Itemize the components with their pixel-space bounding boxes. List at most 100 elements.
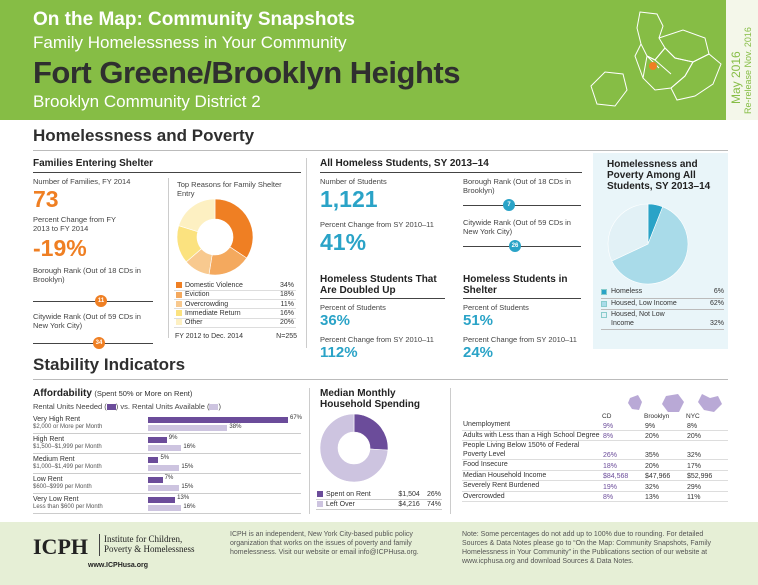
section-title-homelessness: Homelessness and Poverty bbox=[33, 126, 255, 145]
spending-label-text: Left Over bbox=[326, 501, 355, 508]
rent-category-label: Very High Rent bbox=[33, 416, 81, 423]
reason-slice-other bbox=[178, 198, 216, 233]
poverty-value: 6% bbox=[713, 288, 724, 295]
affordability-row: Low Rent $600–$999 per Month 7% 15% bbox=[33, 474, 301, 494]
students-num: 1,121 bbox=[320, 186, 378, 212]
available-value-label: 15% bbox=[181, 464, 194, 470]
series-title: On the Map: Community Snapshots bbox=[33, 9, 355, 30]
indicator-brooklyn-value: 35% bbox=[644, 440, 686, 460]
reasons-sample-size: N=255 bbox=[276, 333, 297, 340]
spending-label: Spent on Rent bbox=[316, 490, 390, 500]
poverty-slice-housed-low-income bbox=[611, 206, 689, 285]
reasons-footer: FY 2012 to Dec. 2014 N=255 bbox=[175, 333, 297, 340]
icph-logo: ICPH bbox=[33, 534, 88, 559]
reason-value: 18% bbox=[271, 290, 296, 301]
indicator-brooklyn-value: 20% bbox=[644, 459, 686, 471]
available-value-label: 16% bbox=[183, 444, 196, 450]
indicator-brooklyn-value: 9% bbox=[644, 420, 686, 431]
needed-bar bbox=[148, 497, 176, 503]
citywide-rank-marker: 34 bbox=[93, 337, 105, 349]
students-num-label: Number of Students bbox=[320, 177, 387, 186]
families-pct: -19% bbox=[33, 235, 87, 261]
reason-swatch bbox=[176, 310, 182, 317]
affordability-title: Affordability (Spent 50% or More on Rent… bbox=[33, 388, 192, 399]
affordability-row: Very High Rent $2,000 or More per Month 67… bbox=[33, 414, 302, 434]
sources-note: Note: Some percentages do not add up to … bbox=[462, 531, 712, 565]
rent-range-label: Less than $600 per Month bbox=[33, 504, 103, 510]
reason-swatch bbox=[176, 300, 182, 307]
topic-title: Family Homelessness in Your Community bbox=[33, 33, 347, 52]
indicator-cd-value: 19% bbox=[602, 480, 644, 492]
spending-amount: $1,504 bbox=[398, 491, 420, 498]
indicator-row: People Living Below 150% of Federal Pove… bbox=[462, 440, 728, 460]
spending-slice-spent-on-rent bbox=[353, 413, 389, 451]
reasons-table: Domestic Violence 34% Eviction 18% Overcrowd… bbox=[174, 281, 296, 329]
families-pct-label: Percent Change from FY 2013 to FY 2014 bbox=[33, 215, 116, 233]
reason-row: Eviction 18% bbox=[174, 290, 296, 301]
column-divider bbox=[168, 178, 169, 338]
reason-swatch bbox=[176, 282, 182, 289]
poverty-value: 62% bbox=[709, 299, 724, 307]
doubled-rule bbox=[320, 298, 445, 299]
poverty-pie bbox=[607, 203, 689, 285]
borough-rank-marker: 11 bbox=[95, 295, 107, 307]
indicator-cd-value: $84,568 bbox=[602, 470, 644, 481]
indicator-brooklyn-value: 32% bbox=[644, 480, 686, 492]
neighborhood-title: Fort Greene/Brooklyn Heights bbox=[33, 55, 460, 90]
available-value-label: 15% bbox=[181, 484, 194, 490]
shelter-chg-label: Percent Change from SY 2010–11 bbox=[463, 335, 577, 344]
poverty-legend-item: Housed, Not Low Income 32% bbox=[601, 310, 724, 330]
available-swatch bbox=[209, 404, 219, 411]
poverty-legend: Homeless 6% Housed, Low Income 62% Housed, N… bbox=[601, 287, 724, 330]
students-borough-label: Borough Rank (Out of 18 CDs in Brooklyn) bbox=[463, 177, 571, 195]
poverty-slice-housed-not-low-income bbox=[607, 203, 649, 262]
indicator-row: Unemployment 9% 9% 8% bbox=[462, 420, 728, 431]
column-divider bbox=[450, 388, 451, 514]
website-link[interactable]: www.ICPHusa.org bbox=[88, 562, 149, 569]
reason-swatch bbox=[176, 319, 182, 326]
student-borough-track bbox=[463, 205, 581, 206]
families-rule bbox=[33, 172, 301, 173]
indicator-label: Severely Rent Burdened bbox=[462, 480, 602, 492]
indicator-col-header: Brooklyn bbox=[644, 413, 670, 420]
poverty-label: Homeless bbox=[611, 288, 643, 295]
section-title-stability: Stability Indicators bbox=[33, 355, 186, 374]
section-divider bbox=[33, 379, 728, 380]
available-bar bbox=[148, 425, 228, 431]
reason-value: 34% bbox=[271, 281, 296, 291]
spending-swatch bbox=[317, 501, 323, 508]
poverty-swatch bbox=[601, 312, 607, 318]
available-bar bbox=[148, 485, 180, 491]
indicator-label: Unemployment bbox=[462, 420, 602, 431]
affordability-subtitle: Rental Units Needed () vs. Rental Units … bbox=[33, 402, 221, 411]
affordability-row: High Rent $1,500–$1,999 per Month 9% 16% bbox=[33, 434, 301, 454]
borough-rank-track bbox=[33, 301, 153, 302]
available-value-label: 16% bbox=[183, 504, 196, 510]
shelter-title: Homeless Students in Shelter bbox=[463, 274, 568, 296]
indicator-label: Adults with Less than a High School Degr… bbox=[462, 430, 602, 441]
reasons-title: Top Reasons for Family Shelter Entry bbox=[177, 180, 282, 198]
needed-bar bbox=[148, 457, 159, 463]
poverty-panel: Homelessness and Poverty Among All Stude… bbox=[593, 153, 728, 349]
rent-category-label: Low Rent bbox=[33, 476, 63, 483]
indicator-brooklyn-value: 13% bbox=[644, 491, 686, 502]
rent-category-label: Medium Rent bbox=[33, 456, 75, 463]
geography-icons bbox=[628, 394, 722, 412]
rent-range-label: $1,500–$1,999 per Month bbox=[33, 444, 102, 450]
about-text: ICPH is an independent, New York City-ba… bbox=[230, 531, 419, 556]
spending-amount: $4,216 bbox=[398, 501, 420, 508]
spending-title: Median Monthly Household Spending bbox=[320, 388, 420, 410]
indicator-label: Overcrowded bbox=[462, 491, 602, 502]
rent-category-label: High Rent bbox=[33, 436, 65, 443]
families-borough-label: Borough Rank (Out of 18 CDs in Brooklyn) bbox=[33, 266, 141, 284]
spending-table: Spent on Rent $1,504 26% Left Over $4,216 74% bbox=[316, 490, 442, 510]
reasons-period: FY 2012 to Dec. 2014 bbox=[175, 333, 243, 340]
reason-value: 11% bbox=[271, 299, 296, 310]
indicator-nyc-value: 20% bbox=[686, 430, 728, 441]
poverty-value: 32% bbox=[709, 319, 724, 327]
reason-label-text: Eviction bbox=[185, 291, 210, 299]
spending-pct: 74% bbox=[426, 501, 441, 508]
shelter-chg: 24% bbox=[463, 344, 494, 361]
spending-slice-left-over bbox=[319, 413, 389, 483]
students-title: All Homeless Students, SY 2013–14 bbox=[320, 158, 489, 169]
